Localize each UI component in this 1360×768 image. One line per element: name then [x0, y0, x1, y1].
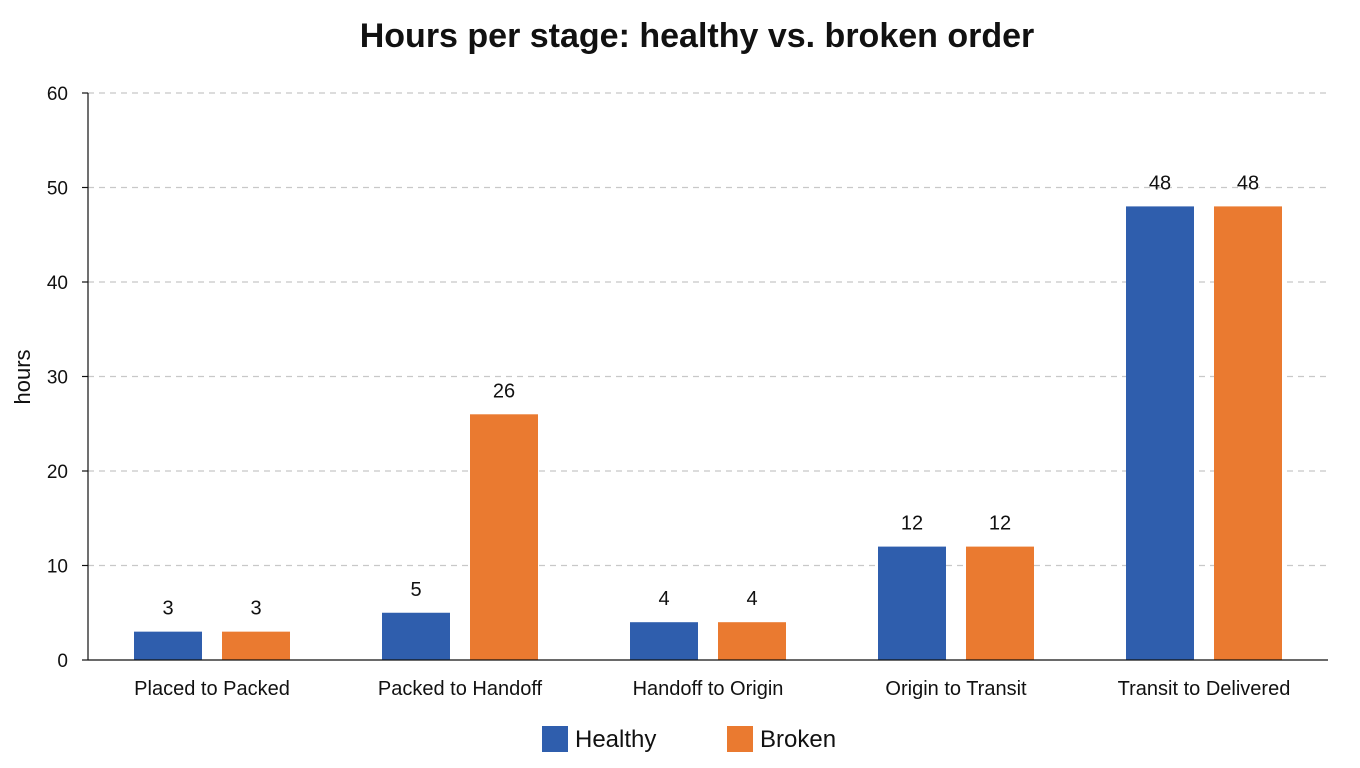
bar-broken [222, 631, 290, 660]
y-tick-label: 20 [47, 462, 68, 483]
legend-swatch-healthy [542, 726, 568, 752]
x-tick-label: Placed to Packed [134, 678, 290, 700]
legend-label-healthy: Healthy [575, 726, 656, 753]
x-tick-label: Packed to Handoff [378, 678, 543, 700]
bar-healthy [382, 612, 450, 660]
y-tick-label: 60 [47, 84, 68, 105]
gridlines [88, 92, 1328, 567]
chart-title: Hours per stage: healthy vs. broken orde… [360, 17, 1035, 55]
data-label: 5 [410, 579, 421, 601]
y-tick-label: 10 [47, 557, 68, 578]
bar-broken [470, 414, 538, 660]
y-tick-label: 40 [47, 273, 68, 294]
bars [134, 206, 1282, 660]
bar-healthy [630, 622, 698, 660]
x-tick-label: Handoff to Origin [633, 678, 784, 700]
bar-healthy [878, 546, 946, 660]
data-label: 12 [901, 513, 923, 535]
y-axis-ticks: 0 10 20 30 40 50 60 [47, 84, 88, 672]
x-axis-categories: Placed to Packed Packed to Handoff Handoff… [134, 678, 1290, 700]
x-tick-label: Transit to Delivered [1118, 678, 1291, 700]
y-tick-label: 30 [47, 368, 68, 389]
data-label: 3 [162, 598, 173, 620]
legend-swatch-broken [727, 726, 753, 752]
bar-healthy [1126, 206, 1194, 660]
data-label: 26 [493, 380, 515, 402]
data-label: 4 [746, 588, 757, 610]
data-label: 48 [1149, 172, 1171, 194]
x-tick-label: Origin to Transit [885, 678, 1027, 700]
bar-healthy [134, 631, 202, 660]
data-labels: 3 3 5 26 4 4 12 12 48 48 [162, 172, 1259, 619]
y-axis-label: hours [10, 349, 35, 404]
bar-broken [718, 622, 786, 660]
legend: Healthy Broken [542, 726, 836, 753]
legend-label-broken: Broken [760, 726, 836, 753]
data-label: 3 [250, 598, 261, 620]
data-label: 12 [989, 513, 1011, 535]
data-label: 48 [1237, 172, 1259, 194]
bar-broken [966, 546, 1034, 660]
bar-broken [1214, 206, 1282, 660]
y-tick-label: 50 [47, 179, 68, 200]
y-tick-label: 0 [57, 651, 68, 672]
data-label: 4 [658, 588, 669, 610]
